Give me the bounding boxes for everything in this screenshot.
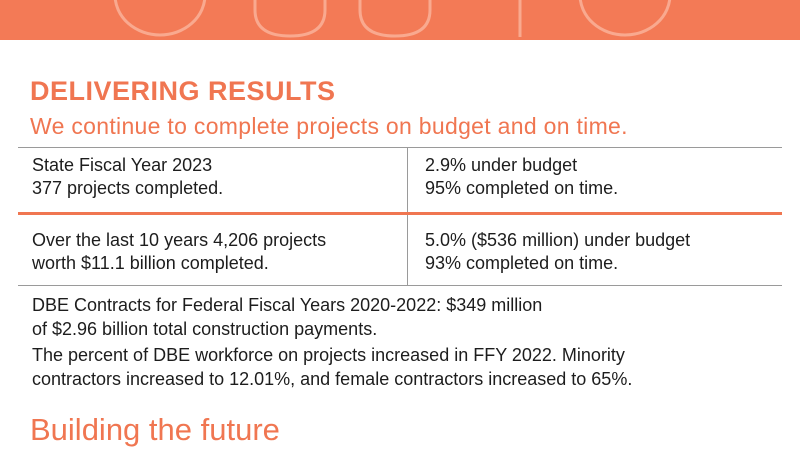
divider [18,212,782,215]
table-cell: State Fiscal Year 2023 377 projects comp… [32,154,223,200]
cell-line: 5.0% ($536 million) under budget [425,230,691,250]
table-cell: 5.0% ($536 million) under budget 93% com… [425,229,690,275]
cell-line: State Fiscal Year 2023 [32,155,213,175]
column-divider [407,215,408,285]
heading: DELIVERING RESULTS [30,76,336,106]
banner-decoration [113,0,672,38]
paragraph-line: DBE Contracts for Federal Fiscal Years 2… [32,295,543,315]
paragraph-line: of $2.96 billion total construction paym… [32,319,378,339]
subheading: We continue to complete projects on budg… [30,113,628,139]
cell-line: worth $11.1 billion completed. [32,253,269,273]
column-divider [407,148,408,212]
cell-line: 2.9% under budget [425,155,578,175]
cell-line: 377 projects completed. [32,178,224,198]
divider [18,285,782,286]
cell-line: 95% completed on time. [425,178,619,198]
cell-line: 93% completed on time. [425,253,619,273]
divider [18,147,782,148]
paragraph: The percent of DBE workforce on projects… [32,343,632,391]
table-cell: Over the last 10 years 4,206 projects wo… [32,229,326,275]
banner [0,0,800,40]
section-heading: Building the future [30,412,280,447]
paragraph-line: The percent of DBE workforce on projects… [32,345,625,365]
paragraph: DBE Contracts for Federal Fiscal Years 2… [32,293,542,341]
table-cell: 2.9% under budget 95% completed on time. [425,154,618,200]
cell-line: Over the last 10 years 4,206 projects [32,230,327,250]
paragraph-line: contractors increased to 12.01%, and fem… [32,369,633,389]
